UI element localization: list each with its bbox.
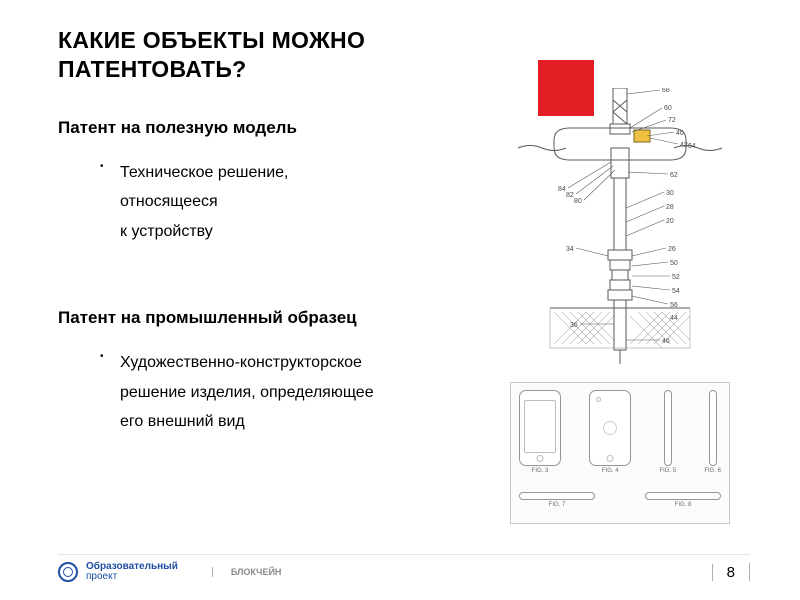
phone-back-view: FIG. 4 — [589, 390, 631, 474]
edu-line2: проект — [86, 572, 178, 582]
fig-label: FIG. 5 — [659, 468, 676, 474]
phone-row-edges: FIG. 7 FIG. 8 — [519, 487, 721, 513]
bullet-text: решение изделия, определяющее — [120, 384, 374, 401]
edu-project-badge: Образовательный проект — [58, 562, 178, 582]
phone-bottom-view: FIG. 8 — [645, 492, 721, 508]
bullet-text: его внешний вид — [120, 413, 245, 430]
phone-side-view: FIG. 5 — [659, 390, 676, 474]
footer: Образовательный проект БЛОКЧЕЙН 8 — [0, 562, 800, 582]
svg-text:50: 50 — [670, 260, 678, 267]
figure-rig-drawing: 68 60 72 40 42 64 84 82 80 62 30 28 20 3… — [510, 88, 730, 368]
phone-side-view-2: FIG. 6 — [704, 390, 721, 474]
partner-label: БЛОКЧЕЙН — [212, 567, 282, 577]
svg-text:44: 44 — [670, 315, 678, 322]
svg-text:62: 62 — [670, 172, 678, 179]
bullet-text: Техническое решение, — [120, 164, 289, 181]
svg-text:72: 72 — [668, 117, 676, 124]
svg-text:52: 52 — [672, 274, 680, 281]
svg-text:34: 34 — [566, 246, 574, 253]
svg-text:36: 36 — [570, 322, 578, 329]
fig-label: FIG. 6 — [704, 468, 721, 474]
svg-text:84: 84 — [558, 186, 566, 193]
page-number: 8 — [712, 564, 735, 581]
page-title: КАКИЕ ОБЪЕКТЫ МОЖНО ПАТЕНТОВАТЬ? — [58, 26, 518, 84]
svg-text:54: 54 — [672, 288, 680, 295]
svg-text:20: 20 — [666, 218, 674, 225]
svg-text:64: 64 — [688, 143, 696, 150]
footer-separator — [58, 554, 750, 555]
bullet-text: относящееся — [120, 193, 218, 210]
phone-top-view: FIG. 7 — [519, 492, 595, 508]
fig-label: FIG. 8 — [675, 502, 692, 508]
rig-svg: 68 60 72 40 42 64 84 82 80 62 30 28 20 3… — [510, 88, 730, 368]
svg-text:68: 68 — [662, 88, 670, 94]
svg-text:40: 40 — [676, 130, 684, 137]
svg-text:60: 60 — [664, 105, 672, 112]
svg-text:82: 82 — [566, 192, 574, 199]
slide: КАКИЕ ОБЪЕКТЫ МОЖНО ПАТЕНТОВАТЬ? Патент … — [0, 0, 800, 600]
figure-phone-design: FIG. 3 FIG. 4 FIG. 5 FIG. 6 FIG. 7 — [510, 382, 730, 524]
fig-label: FIG. 3 — [532, 468, 549, 474]
bullet-text: к устройству — [120, 223, 213, 240]
gear-icon — [58, 562, 78, 582]
svg-text:42: 42 — [680, 142, 688, 149]
svg-text:26: 26 — [668, 246, 676, 253]
fig-label: FIG. 4 — [602, 468, 619, 474]
svg-text:30: 30 — [666, 190, 674, 197]
page-number-divider — [749, 563, 750, 581]
bullet-text: Художественно-конструкторское — [120, 354, 362, 371]
phone-row-main: FIG. 3 FIG. 4 FIG. 5 FIG. 6 — [519, 393, 721, 471]
svg-text:56: 56 — [670, 302, 678, 309]
svg-text:80: 80 — [574, 198, 582, 205]
svg-text:28: 28 — [666, 204, 674, 211]
fig-label: FIG. 7 — [549, 502, 566, 508]
phone-front-view: FIG. 3 — [519, 390, 561, 474]
svg-text:46: 46 — [662, 338, 670, 345]
